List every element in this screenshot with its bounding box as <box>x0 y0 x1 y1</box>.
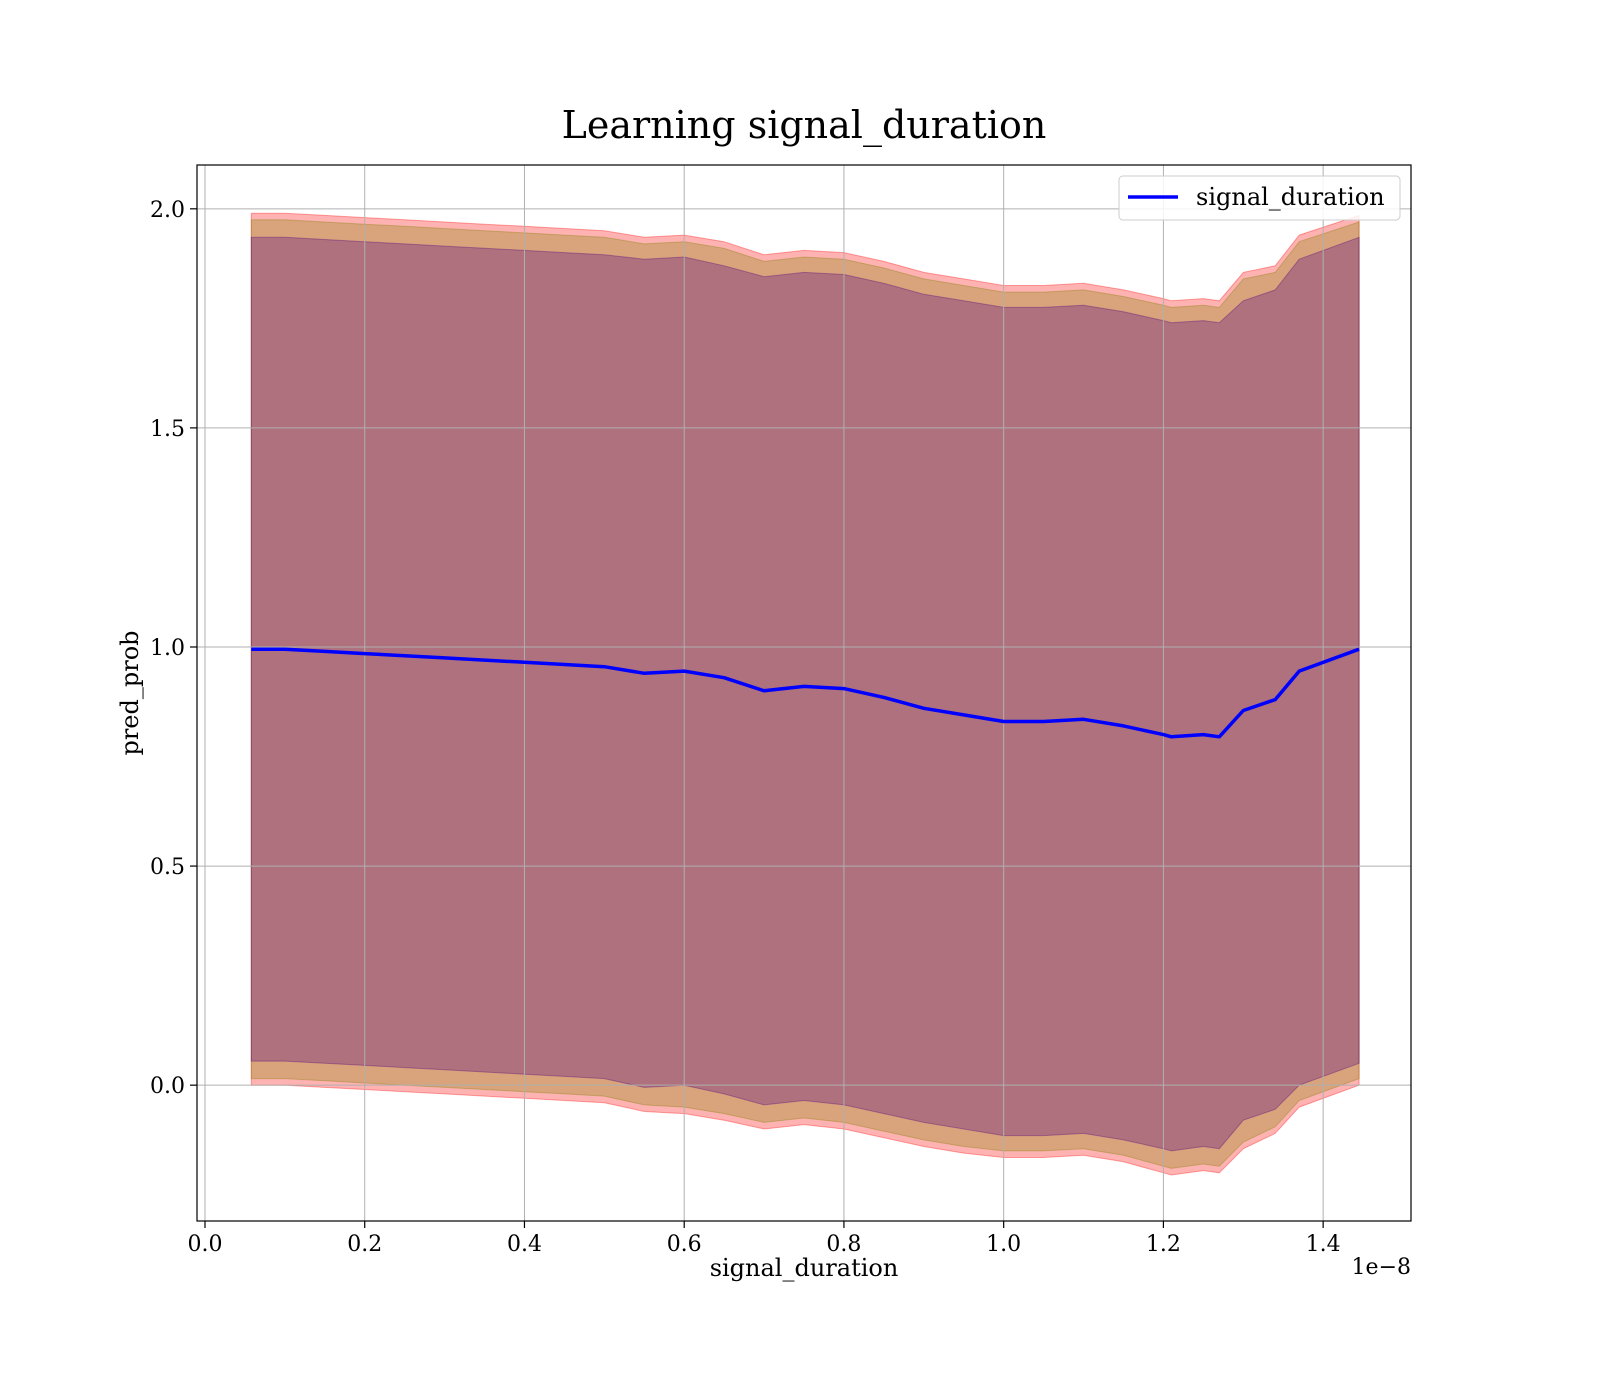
x-tick-label-0: 0.0 <box>187 1232 222 1257</box>
x-tick-label-5: 1.0 <box>986 1232 1021 1257</box>
series-line-1 <box>251 647 1360 739</box>
confidence-band-2 <box>250 219 1360 1169</box>
y-tick-label-0: 0.0 <box>150 1074 185 1099</box>
legend-box <box>1118 175 1401 221</box>
y-tick-label-2: 1.0 <box>150 636 185 661</box>
grid <box>197 165 1411 1221</box>
legend: signal_duration <box>1118 175 1401 221</box>
x-tick-label-6: 1.2 <box>1146 1232 1181 1257</box>
y-tick-label-4: 2.0 <box>150 198 185 223</box>
x-axis-title: signal_duration <box>710 1254 899 1282</box>
y-tick-label-3: 1.5 <box>150 417 185 442</box>
x-tick-label-2: 0.4 <box>507 1232 542 1257</box>
x-tick-label-7: 1.4 <box>1306 1232 1341 1257</box>
series-lines <box>251 647 1360 739</box>
axis-ticks: 0.0 0.2 0.4 0.6 0.8 1.0 1.2 1.4 0.0 0.5 1.0 1.5 2.0 <box>150 198 1341 1257</box>
legend-label: signal_duration <box>1196 183 1385 211</box>
plot-frame <box>196 164 1412 1222</box>
x-axis-offset-label: 1e−8 <box>1352 1255 1411 1280</box>
x-tick-label-4: 0.8 <box>826 1232 861 1257</box>
y-axis-title: pred_prob <box>116 630 144 755</box>
y-tick-label-1: 0.5 <box>150 855 185 880</box>
x-tick-label-3: 0.6 <box>667 1232 702 1257</box>
confidence-band-3 <box>250 236 1360 1152</box>
chart-title: Learning signal_duration <box>562 103 1047 148</box>
x-tick-label-1: 0.2 <box>347 1232 382 1257</box>
confidence-bands <box>250 212 1360 1176</box>
